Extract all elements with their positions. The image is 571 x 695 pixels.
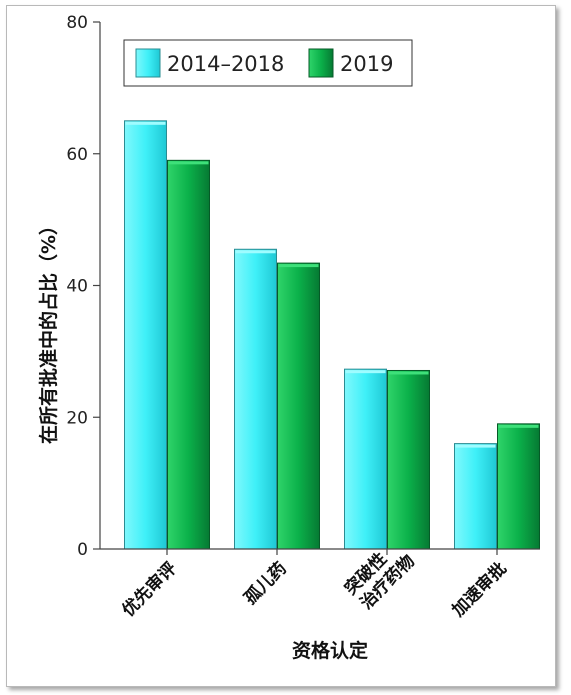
x-tick-label: 孤儿药 <box>240 558 291 609</box>
bar-series-1-cat-1 <box>124 120 167 550</box>
legend-box <box>123 39 413 87</box>
bar-series-1-cat-3 <box>344 368 387 550</box>
y-axis-title: 在所有批准中的占比（%） <box>37 216 60 444</box>
bar-top-highlight <box>125 121 166 125</box>
bars-layer <box>124 120 540 550</box>
legend: 2014–2018 2019 <box>123 39 413 87</box>
bar-top-highlight <box>388 371 429 375</box>
bar-series-1-cat-4 <box>454 443 497 550</box>
bar-top-highlight <box>455 444 496 448</box>
bar-top-highlight <box>235 250 276 254</box>
y-tick-label: 80 <box>66 13 88 33</box>
legend-swatch-series-2 <box>308 48 334 78</box>
y-tick-label: 0 <box>77 540 88 560</box>
y-tick-label: 40 <box>66 277 88 297</box>
bar-series-2-cat-2 <box>277 262 320 550</box>
bar-series-2-cat-4 <box>497 423 540 550</box>
x-tick-label: 优先审评 <box>118 558 181 621</box>
x-tick-label-line: 加速审批 <box>447 558 511 622</box>
bar-top-highlight <box>498 424 539 428</box>
x-tick-label-line: 优先审评 <box>118 558 181 621</box>
x-axis-title: 资格认定 <box>292 639 368 662</box>
x-tick-label: 加速审批 <box>447 558 511 622</box>
bar-series-2-cat-1 <box>167 159 210 550</box>
y-tick-label: 20 <box>66 408 88 428</box>
bar-top-highlight <box>168 161 209 165</box>
bar-top-highlight <box>278 264 319 268</box>
bar-top-highlight <box>345 370 386 374</box>
legend-swatch-series-1 <box>135 48 161 78</box>
legend-label-series-2: 2019 <box>340 52 393 76</box>
x-tick-label-line: 孤儿药 <box>240 558 291 609</box>
y-ticks: 0 20 40 60 80 <box>66 13 100 560</box>
legend-label-series-1: 2014–2018 <box>167 52 284 76</box>
bar-series-1-cat-2 <box>234 248 277 550</box>
y-tick-label: 60 <box>66 145 88 165</box>
bar-series-2-cat-3 <box>387 369 430 550</box>
